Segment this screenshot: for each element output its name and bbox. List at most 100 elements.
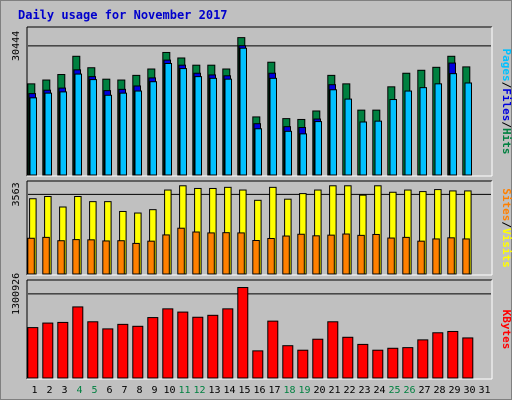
bar-pages-day-20 [314,121,322,176]
bar-pages-day-13 [209,77,217,176]
bar-sites-day-2 [42,236,50,275]
bar-pages-day-30 [464,82,472,176]
x-tick-day-29: 29 [448,385,460,396]
bar-kbytes-day-18 [282,345,294,379]
x-tick-day-1: 1 [31,385,37,396]
bar-pages-day-29 [449,73,457,176]
bar-sites-day-5 [87,239,95,275]
bar-pages-day-21 [329,89,337,176]
bar-sites-day-29 [447,237,455,275]
x-tick-day-26: 26 [403,385,415,396]
bar-pages-day-2 [44,92,52,176]
bar-sites-day-22 [342,233,350,275]
bar-kbytes-day-27 [417,339,429,379]
bar-pages-day-25 [389,99,397,176]
bar-sites-day-1 [27,237,35,275]
bar-kbytes-day-13 [207,314,219,379]
bar-pages-day-15 [239,47,247,176]
bar-kbytes-day-22 [342,336,354,379]
bar-pages-day-18 [284,130,292,176]
side-legend-separator: / [500,82,512,89]
bar-kbytes-day-21 [327,321,339,379]
x-tick-day-18: 18 [283,385,295,396]
x-tick-day-24: 24 [373,385,385,396]
side-legend-separator: / [500,121,512,128]
bar-pages-day-11 [179,68,187,176]
x-tick-day-5: 5 [91,385,97,396]
bar-pages-day-1 [29,97,37,176]
x-tick-day-6: 6 [106,385,112,396]
bar-kbytes-day-9 [147,317,159,379]
bar-pages-day-10 [164,62,172,176]
bar-kbytes-day-28 [432,332,444,379]
bar-sites-day-24 [372,233,380,275]
bar-sites-day-19 [297,233,305,275]
bar-sites-day-27 [417,240,425,275]
x-tick-day-8: 8 [136,385,142,396]
bar-pages-day-9 [149,81,157,176]
bar-sites-day-15 [237,232,245,275]
bar-sites-day-30 [462,238,470,275]
bar-kbytes-day-30 [462,337,474,379]
bar-pages-day-4 [74,73,82,176]
x-tick-day-19: 19 [298,385,310,396]
bar-sites-day-13 [207,232,215,275]
bar-pages-day-27 [419,87,427,176]
bar-kbytes-day-16 [252,350,264,379]
side-legend-files: Files [500,88,512,121]
side-legend-hits: Hits [500,128,512,155]
x-tick-day-30: 30 [463,385,475,396]
bar-kbytes-day-5 [87,321,99,379]
x-tick-day-23: 23 [358,385,370,396]
x-tick-day-27: 27 [418,385,430,396]
bar-pages-day-5 [89,79,97,176]
bar-kbytes-day-19 [297,349,309,379]
bar-kbytes-day-2 [42,322,54,379]
max-value-label: 30444 [11,31,22,61]
bar-sites-day-4 [72,239,80,275]
x-tick-day-10: 10 [163,385,175,396]
bar-pages-day-6 [104,94,112,176]
x-tick-day-14: 14 [223,385,235,396]
x-tick-day-16: 16 [253,385,265,396]
bar-kbytes-day-15 [237,287,249,379]
side-legend-sites: Sites [500,188,512,221]
side-legend-visits: Visits [500,228,512,268]
bar-sites-day-20 [312,235,320,275]
bar-kbytes-day-7 [117,323,129,379]
bar-pages-day-26 [404,90,412,176]
bar-pages-day-12 [194,76,202,176]
bar-sites-day-8 [132,242,140,275]
bar-pages-day-14 [224,78,232,176]
bar-kbytes-day-24 [372,349,384,379]
max-value-label: 1300926 [11,273,22,315]
bar-sites-day-28 [432,238,440,275]
x-tick-day-9: 9 [151,385,157,396]
x-tick-day-22: 22 [343,385,355,396]
bar-pages-day-7 [119,92,127,176]
bar-pages-day-28 [434,83,442,176]
bar-sites-day-9 [147,240,155,275]
bar-kbytes-day-29 [447,330,459,379]
bar-sites-day-26 [402,236,410,275]
bar-kbytes-day-1 [27,327,39,379]
max-value-label: 3563 [11,182,22,206]
bar-kbytes-day-11 [177,311,189,379]
bar-sites-day-12 [192,231,200,275]
bar-kbytes-day-10 [162,308,174,379]
bar-sites-day-17 [267,237,275,275]
bar-kbytes-day-20 [312,338,324,379]
side-legend-kbytes: KBytes [500,310,512,350]
x-tick-day-31: 31 [478,385,490,396]
bar-sites-day-6 [102,240,110,275]
bar-pages-day-22 [344,98,352,176]
x-tick-day-7: 7 [121,385,127,396]
bar-kbytes-day-25 [387,347,399,379]
side-legend: KBytes [500,310,512,350]
bar-pages-day-23 [359,121,367,176]
bar-pages-day-24 [374,120,382,176]
bar-sites-day-3 [57,240,65,275]
bar-kbytes-day-4 [72,306,84,379]
